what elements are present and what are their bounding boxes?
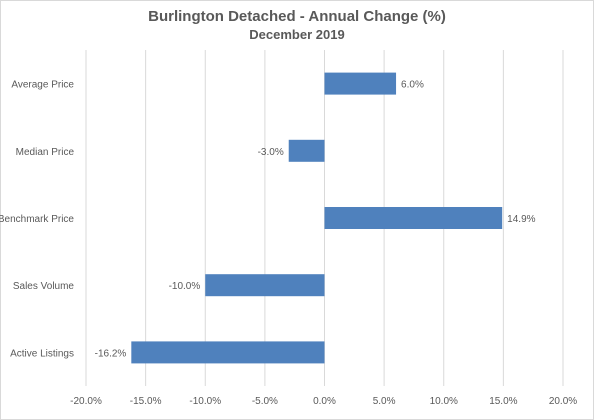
bar xyxy=(288,139,325,162)
category-label: Sales Volume xyxy=(13,281,75,292)
x-tick-label: -10.0% xyxy=(189,396,221,407)
data-label: -16.2% xyxy=(95,348,127,359)
category-label: Average Price xyxy=(11,80,74,91)
x-tick-label: 5.0% xyxy=(373,396,396,407)
bar xyxy=(324,207,503,229)
category-labels: Average Price Median Price Benchmark Price… xyxy=(0,80,74,360)
bar xyxy=(131,341,325,364)
data-label: -3.0% xyxy=(258,147,284,158)
chart-title: Burlington Detached - Annual Change (%) xyxy=(148,8,446,25)
bar xyxy=(324,72,397,95)
x-tick-label: -20.0% xyxy=(70,396,102,407)
bar xyxy=(205,274,325,297)
category-label: Median Price xyxy=(16,147,75,158)
category-label: Active Listings xyxy=(10,348,74,359)
x-tick-label: 0.0% xyxy=(313,396,336,407)
x-tick-label: -15.0% xyxy=(130,396,162,407)
category-label: Benchmark Price xyxy=(0,214,74,225)
data-labels: 6.0% -3.0% 14.9% -10.0% -16.2% xyxy=(95,80,536,360)
data-label: 6.0% xyxy=(401,80,424,91)
x-tick-label: 20.0% xyxy=(549,396,577,407)
x-tick-labels: -20.0% -15.0% -10.0% -5.0% 0.0% 5.0% 10.0% 15.0… xyxy=(70,396,577,407)
x-tick-label: -5.0% xyxy=(252,396,278,407)
chart-subtitle: December 2019 xyxy=(249,27,345,42)
data-label: -10.0% xyxy=(169,281,201,292)
x-tick-label: 10.0% xyxy=(430,396,458,407)
x-tick-label: 15.0% xyxy=(489,396,517,407)
bars xyxy=(131,72,503,364)
data-label: 14.9% xyxy=(507,214,535,225)
